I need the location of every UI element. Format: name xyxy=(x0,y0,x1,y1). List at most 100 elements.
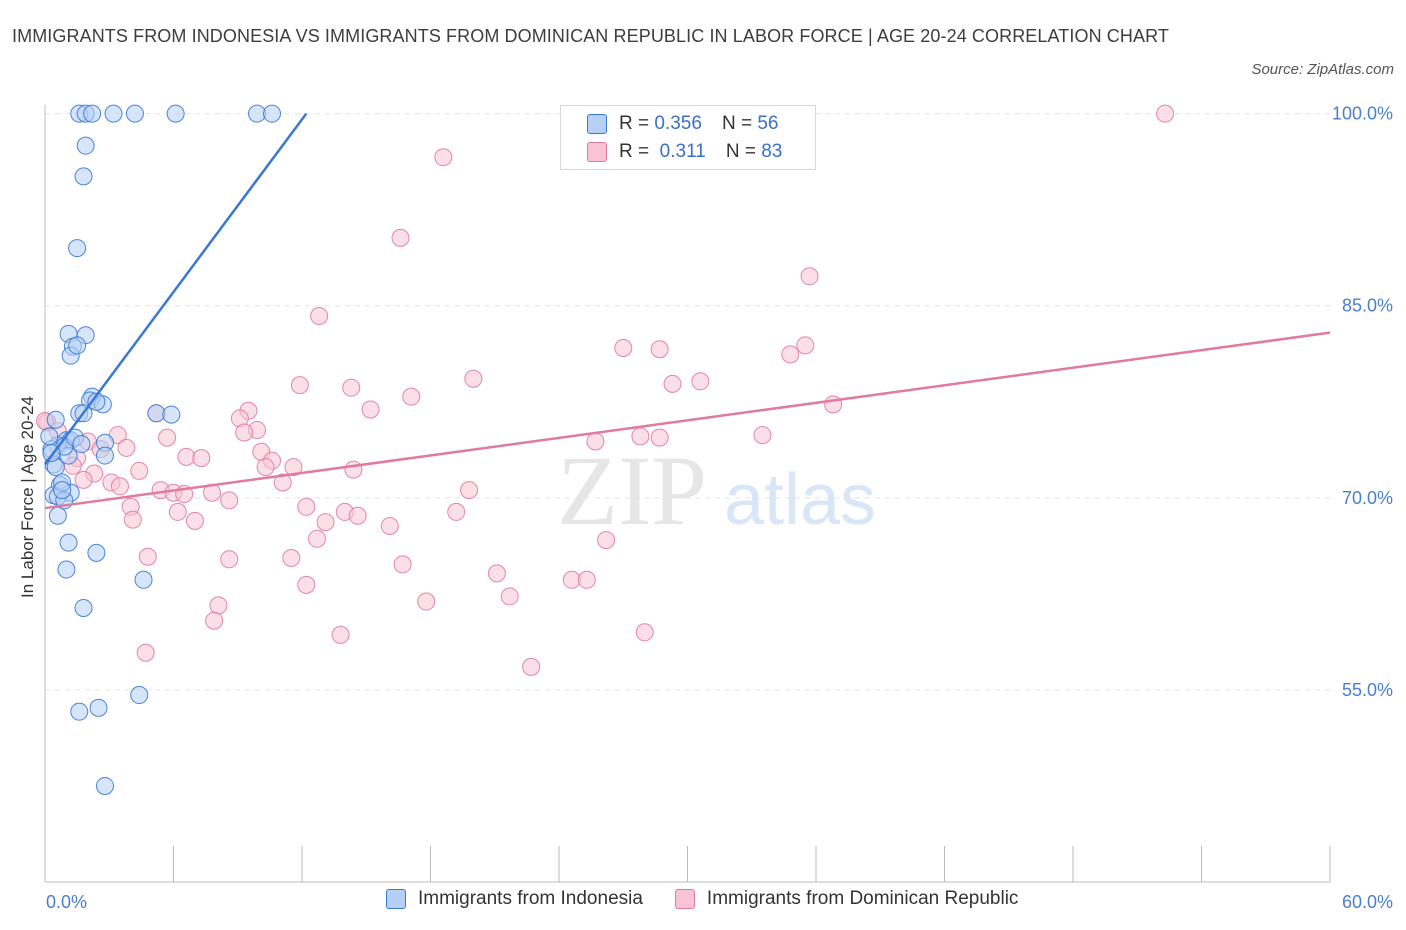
data-point-dominican xyxy=(344,460,363,479)
data-point-indonesia xyxy=(248,104,267,123)
source-label: Source: ZipAtlas.com xyxy=(1251,61,1394,78)
data-point-dominican xyxy=(391,228,410,247)
data-point-indonesia xyxy=(57,560,76,579)
data-point-dominican xyxy=(631,427,650,446)
data-point-dominican xyxy=(500,587,519,606)
trend-lines xyxy=(43,112,1331,510)
data-point-indonesia xyxy=(130,686,149,705)
data-point-indonesia xyxy=(53,481,72,500)
data-point-indonesia xyxy=(59,533,78,552)
legend-label-indonesia: Immigrants from Indonesia xyxy=(418,888,643,909)
data-point-dominican xyxy=(781,345,800,364)
data-point-dominican xyxy=(256,458,275,477)
data-point-dominican xyxy=(447,502,466,521)
y-tick-labels: 55.0% 70.0% 85.0% 100.0% xyxy=(1332,104,1393,700)
data-point-dominican xyxy=(348,506,367,525)
data-point-indonesia xyxy=(48,506,67,525)
data-point-dominican xyxy=(297,497,316,516)
y-axis-label: In Labor Force | Age 20-24 xyxy=(18,396,37,598)
data-point-indonesia xyxy=(46,410,65,429)
data-point-dominican xyxy=(185,511,204,530)
data-point-dominican xyxy=(614,338,633,357)
data-point-dominican xyxy=(663,374,682,393)
data-point-dominican xyxy=(434,148,453,167)
data-point-indonesia xyxy=(162,405,181,424)
data-point-indonesia xyxy=(74,167,93,186)
data-point-indonesia xyxy=(147,404,166,423)
data-point-dominican xyxy=(290,376,309,395)
data-point-dominican xyxy=(158,428,177,447)
data-point-dominican xyxy=(824,395,843,414)
data-point-dominican xyxy=(297,575,316,594)
data-point-dominican xyxy=(220,550,239,569)
data-point-indonesia xyxy=(40,427,59,446)
data-point-indonesia xyxy=(95,446,114,465)
data-point-dominican xyxy=(136,643,155,662)
data-point-dominican xyxy=(273,473,292,492)
data-point-dominican xyxy=(562,570,581,589)
chart-title: IMMIGRANTS FROM INDONESIA VS IMMIGRANTS … xyxy=(12,26,1169,46)
series-legend: Immigrants from Indonesia Immigrants fro… xyxy=(386,888,1050,910)
data-point-dominican xyxy=(110,477,129,496)
data-point-indonesia xyxy=(104,104,123,123)
legend-item-dominican[interactable]: Immigrants from Dominican Republic xyxy=(674,888,1018,910)
data-point-indonesia xyxy=(166,104,185,123)
legend-row-dominican: R = 0.311 N = 83 xyxy=(587,140,782,164)
data-point-indonesia xyxy=(68,239,87,258)
data-point-indonesia xyxy=(263,104,282,123)
data-point-dominican xyxy=(635,623,654,642)
legend-r-value: 0.356 xyxy=(654,113,702,134)
data-point-dominican xyxy=(597,531,616,550)
data-point-indonesia xyxy=(87,392,106,411)
data-point-indonesia xyxy=(134,570,153,589)
data-point-dominican xyxy=(307,529,326,548)
data-point-dominican xyxy=(460,481,479,500)
y-tick-label: 55.0% xyxy=(1342,680,1393,700)
data-point-indonesia xyxy=(87,543,106,562)
grid xyxy=(45,113,1330,691)
x-tick-label-min: 0.0% xyxy=(46,892,87,912)
y-tick-label: 85.0% xyxy=(1342,296,1393,316)
legend-swatch-indonesia xyxy=(386,889,406,909)
watermark-atlas: atlas xyxy=(724,460,876,540)
data-point-dominican xyxy=(650,428,669,447)
data-point-indonesia xyxy=(72,435,91,454)
data-point-dominican xyxy=(220,491,239,510)
legend-item-indonesia[interactable]: Immigrants from Indonesia xyxy=(386,888,643,910)
data-point-dominican xyxy=(380,516,399,535)
data-point-dominican xyxy=(342,378,361,397)
data-point-indonesia xyxy=(83,104,102,123)
watermark: ZIP atlas xyxy=(557,435,876,546)
legend-r-label: R = xyxy=(619,113,650,134)
y-tick-label: 100.0% xyxy=(1332,104,1393,124)
data-point-dominican xyxy=(796,336,815,355)
data-point-dominican xyxy=(117,438,136,457)
legend-n-label: N = xyxy=(721,113,753,134)
data-point-dominican xyxy=(522,657,541,676)
data-point-dominican xyxy=(168,502,187,521)
data-point-dominican xyxy=(586,432,605,451)
legend-swatch-dominican xyxy=(587,142,607,162)
data-point-dominican xyxy=(177,447,196,466)
data-point-dominican xyxy=(310,306,329,325)
data-point-dominican xyxy=(192,449,211,468)
data-point-dominican xyxy=(282,549,301,568)
data-point-dominican xyxy=(487,564,506,583)
data-point-dominican xyxy=(138,547,157,566)
data-point-dominican xyxy=(316,513,335,532)
data-point-indonesia xyxy=(125,104,144,123)
trend-line-dominican xyxy=(44,331,1331,510)
x-tick-label-max: 60.0% xyxy=(1342,892,1393,912)
legend-row-indonesia: R = 0.356 N = 56 xyxy=(587,112,778,136)
series-dominican-points xyxy=(36,104,1175,676)
data-point-dominican xyxy=(464,369,483,388)
data-point-dominican xyxy=(235,423,254,442)
watermark-zip: ZIP xyxy=(557,435,707,546)
data-point-dominican xyxy=(205,611,224,630)
data-point-dominican xyxy=(130,461,149,480)
series-indonesia-points xyxy=(40,104,282,795)
data-point-indonesia xyxy=(76,136,95,155)
data-point-dominican xyxy=(800,267,819,286)
data-point-dominican xyxy=(1156,104,1175,123)
